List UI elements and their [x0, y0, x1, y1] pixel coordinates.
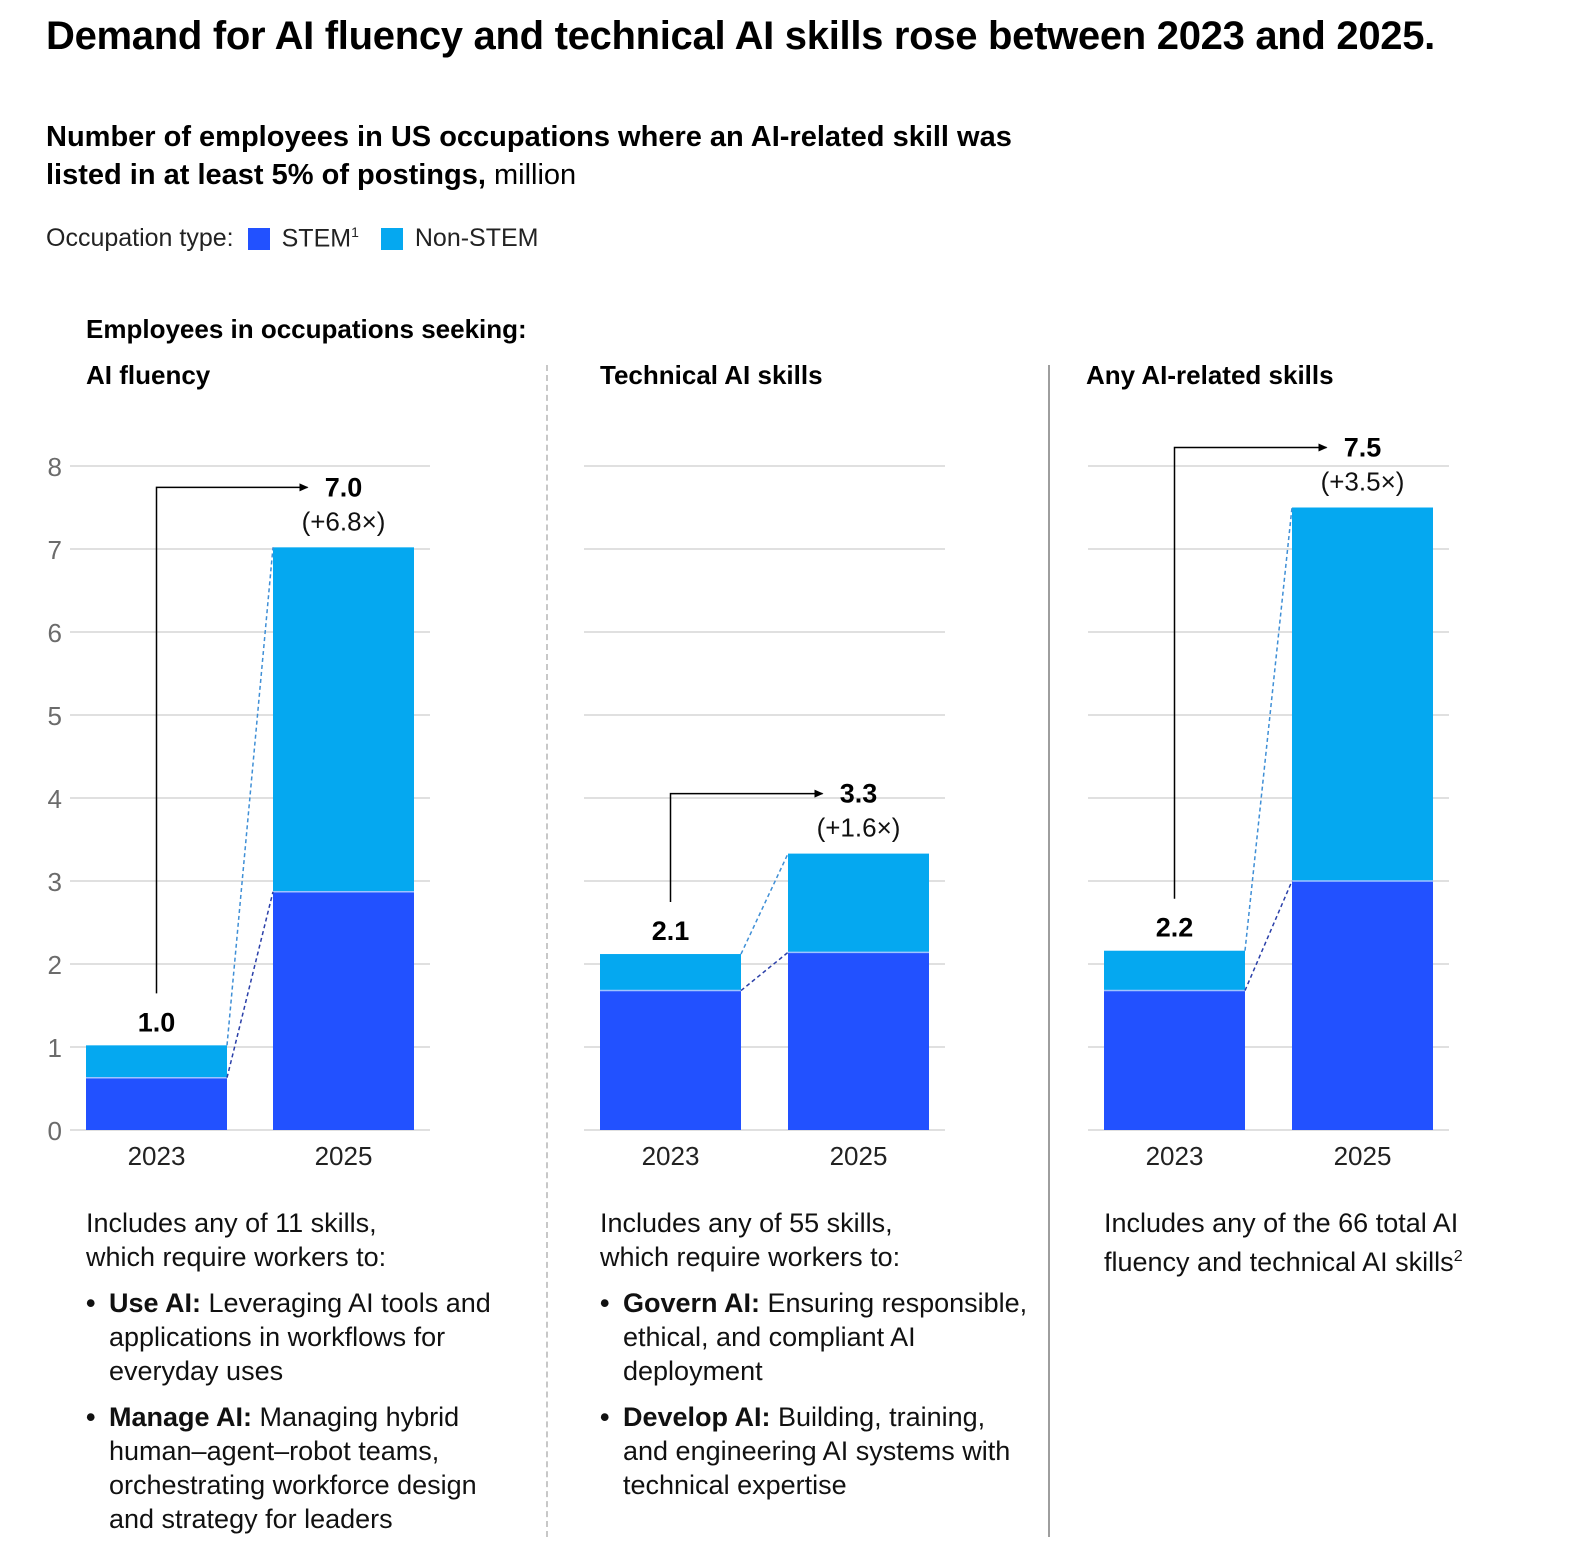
bullet-item: Manage AI: Managing hybrid human–agent–r…: [86, 1400, 526, 1536]
total-label-2023: 1.0: [138, 1007, 176, 1037]
growth-label: (+1.6×): [817, 813, 901, 843]
panel-note-any-ai: Includes any of the 66 total AI fluency …: [1104, 1206, 1464, 1279]
note-bullets: Use AI: Leveraging AI tools and applicat…: [86, 1286, 526, 1536]
x-tick-label: 2023: [128, 1141, 186, 1171]
total-label-2023: 2.1: [652, 916, 690, 946]
footnote-marker-1: 1: [351, 224, 359, 240]
connector-stem: [740, 951, 789, 992]
subtitle-text: Number of employees in US occupations wh…: [46, 121, 1012, 191]
bullet-text: Managing hybrid human–agent–robot teams,…: [109, 1402, 477, 1534]
y-tick-label: 6: [48, 618, 62, 648]
y-tick-label: 8: [48, 452, 62, 482]
legend-swatch-non-stem: [380, 227, 403, 250]
panel-title-ai-fluency: AI fluency: [86, 360, 211, 390]
legend-swatch-stem: [247, 227, 270, 250]
growth-arrow: [1173, 443, 1328, 899]
growth-label: (+6.8×): [302, 506, 386, 536]
bar-segment-stem: [86, 1077, 227, 1130]
bar-chart: 0 1 2 3 4 5 6 7 8 2023 2025 1.0 (+6.8×) 7.0 2023 2025 2.…: [48, 433, 1449, 1171]
bullet-heading: Manage AI:: [109, 1402, 253, 1432]
total-label-2025: 7.5: [1344, 433, 1382, 463]
y-tick-label: 7: [48, 535, 62, 565]
note-intro: Includes any of 11 skills, which require…: [86, 1208, 387, 1272]
connector-non-stem: [226, 547, 274, 1046]
total-label-2023: 2.2: [1156, 913, 1194, 943]
bar-segment-stem: [788, 952, 929, 1130]
note-bullets: Govern AI: Ensuring responsible, ethical…: [600, 1286, 1030, 1502]
bullet-text: Building, training, and engineering AI s…: [623, 1402, 1011, 1500]
bar-segment-stem: [1292, 881, 1433, 1130]
legend-label-stem: STEM: [281, 224, 352, 253]
bar-segment-non-stem: [273, 547, 414, 892]
x-tick-label: 2023: [1146, 1141, 1204, 1171]
y-tick-label: 2: [48, 950, 62, 980]
growth-arrow: [669, 789, 824, 903]
legend-label: Occupation type:: [46, 224, 234, 253]
connector-stem: [1244, 880, 1293, 991]
y-tick-label: 1: [48, 1033, 62, 1063]
note-intro: Includes any of the 66 total AI fluency …: [1104, 1208, 1459, 1277]
panel-title-any-ai: Any AI-related skills: [1086, 360, 1334, 390]
bullet-text: Leveraging AI tools and applications in …: [109, 1288, 491, 1386]
footnote-marker-2: 2: [1453, 1248, 1463, 1265]
section-label: Employees in occupations seeking:: [86, 314, 527, 344]
growth-label: (+3.5×): [1321, 467, 1405, 497]
x-tick-label: 2025: [315, 1141, 373, 1171]
bar-segment-non-stem: [1104, 950, 1245, 991]
bar-segment-non-stem: [1292, 507, 1433, 881]
chart-subtitle: Number of employees in US occupations wh…: [46, 118, 1046, 194]
panel-title-technical-ai: Technical AI skills: [600, 360, 823, 390]
bar-segment-non-stem: [788, 853, 929, 953]
panel-divider-solid: [1048, 365, 1050, 1537]
subtitle-unit: million: [485, 159, 577, 191]
bar-segment-stem: [1104, 990, 1245, 1130]
legend-label-non-stem: Non-STEM: [414, 224, 539, 253]
x-tick-label: 2025: [830, 1141, 888, 1171]
bar-segment-non-stem: [86, 1045, 227, 1078]
panel-note-technical-ai: Includes any of 55 skills, which require…: [600, 1206, 1030, 1514]
x-tick-label: 2023: [642, 1141, 700, 1171]
connector-stem: [226, 891, 274, 1078]
y-tick-label: 0: [48, 1116, 62, 1146]
bullet-heading: Govern AI:: [623, 1288, 761, 1318]
x-tick-label: 2025: [1334, 1141, 1392, 1171]
legend-item-stem: STEM1: [282, 224, 359, 253]
y-tick-label: 4: [48, 784, 62, 814]
total-label-2025: 7.0: [325, 472, 363, 502]
bullet-heading: Develop AI:: [623, 1402, 771, 1432]
panel-divider-dashed: [546, 365, 548, 1537]
bullet-text: Ensuring responsible, ethical, and compl…: [623, 1288, 1028, 1386]
note-intro: Includes any of 55 skills, which require…: [600, 1208, 901, 1272]
y-tick-label: 5: [48, 701, 62, 731]
connector-non-stem: [1244, 507, 1293, 951]
bar-segment-non-stem: [600, 954, 741, 991]
bullet-item: Govern AI: Ensuring responsible, ethical…: [600, 1286, 1030, 1388]
bar-segment-stem: [273, 891, 414, 1130]
bar-segment-stem: [600, 990, 741, 1130]
bullet-heading: Use AI:: [109, 1288, 202, 1318]
connector-non-stem: [740, 853, 789, 955]
chart-title: Demand for AI fluency and technical AI s…: [46, 14, 1435, 58]
growth-arrow: [155, 483, 309, 994]
bullet-item: Develop AI: Building, training, and engi…: [600, 1400, 1030, 1502]
bullet-item: Use AI: Leveraging AI tools and applicat…: [86, 1286, 526, 1388]
total-label-2025: 3.3: [840, 779, 878, 809]
panel-note-ai-fluency: Includes any of 11 skills, which require…: [86, 1206, 526, 1548]
legend: Occupation type: STEM1 Non-STEM: [46, 224, 539, 253]
y-tick-label: 3: [48, 867, 62, 897]
